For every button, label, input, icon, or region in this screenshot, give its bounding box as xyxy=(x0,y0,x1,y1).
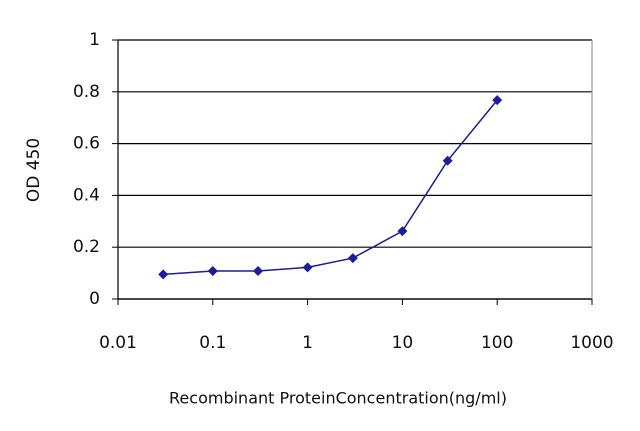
data-line xyxy=(163,99,498,276)
y-tick-label: 1 xyxy=(89,30,100,50)
data-point xyxy=(207,266,218,277)
x-tick-label: 0.01 xyxy=(99,333,137,353)
y-tick-label: 0.6 xyxy=(73,134,100,154)
x-tick-label: 1000 xyxy=(570,333,613,353)
y-tick-label: 0 xyxy=(89,289,100,309)
x-tick-label: 100 xyxy=(481,333,513,353)
data-point xyxy=(347,253,358,264)
data-point xyxy=(158,269,169,280)
x-tick-label: 10 xyxy=(392,333,414,353)
data-point xyxy=(302,262,313,273)
x-tick-label: 1 xyxy=(302,333,313,353)
data-point xyxy=(442,155,453,166)
data-point xyxy=(253,266,264,277)
x-tick-label: 0.1 xyxy=(199,333,226,353)
y-tick-label: 0.2 xyxy=(73,237,100,257)
y-tick-label: 0.8 xyxy=(73,82,100,102)
data-point xyxy=(397,226,408,237)
y-axis-label: OD 450 xyxy=(24,138,44,202)
y-tick-label: 0.4 xyxy=(73,185,100,205)
x-axis-label: Recombinant ProteinConcentration(ng/ml) xyxy=(169,389,507,408)
data-point xyxy=(492,95,503,106)
